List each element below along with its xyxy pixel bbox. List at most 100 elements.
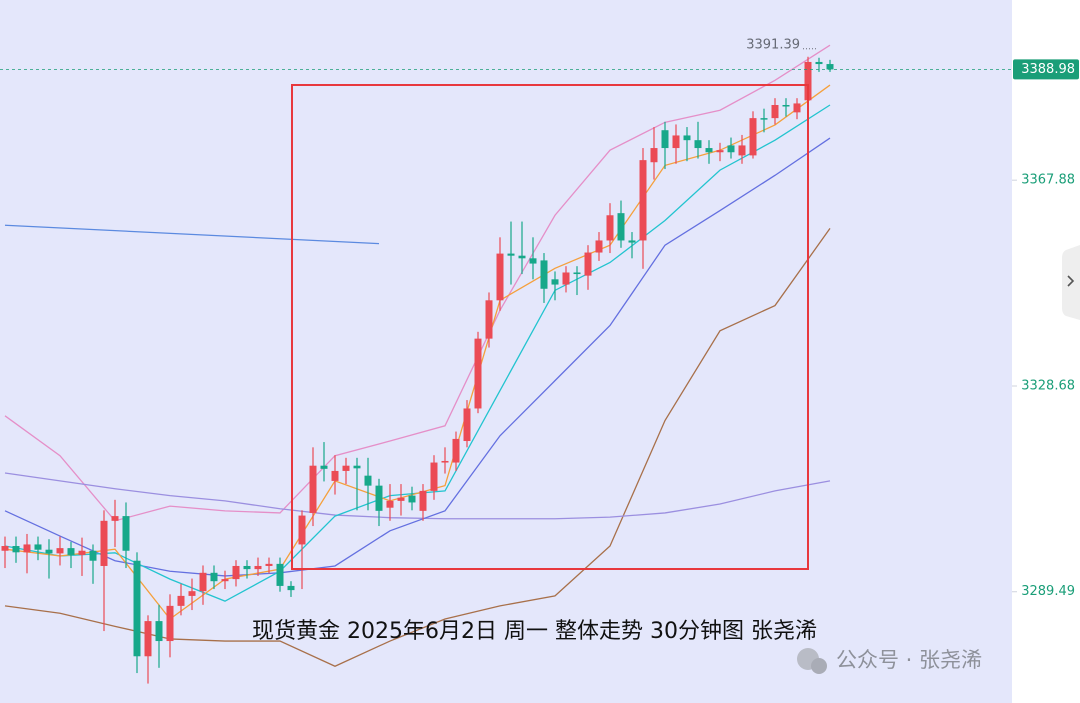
plot-background <box>0 0 1012 703</box>
candle-body <box>716 150 724 153</box>
candle-body <box>56 548 64 554</box>
candle-body <box>661 130 669 149</box>
candle-body <box>287 585 295 591</box>
candle-body <box>782 105 790 107</box>
candle-body <box>144 621 152 657</box>
candle-body <box>331 470 339 481</box>
candle-body <box>606 215 614 241</box>
candle-body <box>639 160 647 241</box>
candle-body <box>628 240 636 243</box>
candle-body <box>452 438 460 463</box>
candle-body <box>463 408 471 442</box>
candle-body <box>507 253 515 256</box>
candle-body <box>760 118 768 120</box>
candle-body <box>221 579 229 582</box>
candle-body <box>408 495 416 503</box>
last-price-box <box>1013 59 1079 80</box>
side-tab-arrow <box>1067 275 1075 287</box>
indicator-line <box>4 84 831 620</box>
candle-body <box>672 135 680 149</box>
candle-body <box>210 572 218 582</box>
candle-body <box>485 300 493 339</box>
candle-body <box>353 465 361 469</box>
caption: 现货黄金 2025年6月2日 周一 整体走势 30分钟图 张尧浠 <box>252 619 817 644</box>
candle-body <box>617 213 625 241</box>
candle-body <box>177 595 185 606</box>
candle-body <box>727 145 735 153</box>
candle-body <box>23 544 31 553</box>
candle-body <box>793 103 801 113</box>
indicator-line <box>4 228 831 667</box>
candle-body <box>309 465 317 513</box>
candle-body <box>815 61 823 65</box>
indicator-line <box>4 224 380 245</box>
candle-body <box>320 465 328 469</box>
candle-body <box>705 148 713 153</box>
candle-body <box>12 546 20 553</box>
candle-body <box>386 500 394 508</box>
candle-body <box>441 460 449 463</box>
candle-body <box>584 252 592 276</box>
candle-body <box>100 520 108 566</box>
label-layer: 3367.88 3328.68 3289.49 3388.98 3391.39 <box>0 37 1079 599</box>
candle-body <box>430 462 438 491</box>
candle-body <box>496 253 504 301</box>
candle-body <box>595 240 603 253</box>
candle-body <box>243 565 251 570</box>
candle-body <box>573 272 581 275</box>
candle-body <box>265 563 273 566</box>
candle-body <box>78 550 86 555</box>
side-tab[interactable] <box>1062 245 1080 320</box>
candle-body <box>683 135 691 141</box>
candle-layer <box>1 56 834 684</box>
candle-body <box>133 560 141 657</box>
indicator-line <box>4 472 831 520</box>
y-tick-label: 3289.49 <box>1021 584 1075 599</box>
candle-body <box>188 591 196 596</box>
y-tick-label: 3367.88 <box>1021 173 1075 188</box>
watermark-text: 公众号 · 张尧浠 <box>836 648 982 672</box>
indicator-line <box>4 44 831 522</box>
candle-body <box>804 61 812 101</box>
candle-body <box>111 516 119 521</box>
candle-body <box>694 140 702 149</box>
watermark: 公众号 · 张尧浠 <box>797 648 982 674</box>
candle-body <box>826 64 834 70</box>
overlay-layer <box>4 44 831 667</box>
candle-body <box>155 621 163 642</box>
candle-body <box>474 338 482 409</box>
candle-body <box>562 272 570 285</box>
candle-body <box>375 485 383 511</box>
candle-body <box>342 465 350 471</box>
candle-body <box>199 572 207 592</box>
candle-body <box>397 497 405 501</box>
high-price-label: 3391.39 <box>746 37 800 52</box>
candle-body <box>419 490 427 511</box>
candle-body <box>749 118 757 156</box>
highlight-box <box>291 84 809 570</box>
candle-body <box>232 565 240 580</box>
candle-body <box>122 516 130 551</box>
candle-body <box>518 255 526 259</box>
candle-body <box>276 563 284 586</box>
candle-body <box>166 605 174 642</box>
watermark-icon <box>811 658 827 674</box>
candle-body <box>67 548 75 555</box>
candle-body <box>771 105 779 119</box>
candle-body <box>34 544 42 550</box>
price-axis-panel <box>1012 0 1080 703</box>
candle-body <box>529 258 537 264</box>
candle-body <box>738 145 746 156</box>
candle-body <box>298 515 306 545</box>
candle-body <box>45 549 53 554</box>
candle-body <box>364 475 372 486</box>
candle-body <box>540 260 548 289</box>
candle-body <box>254 565 262 570</box>
y-tick-label: 3328.68 <box>1021 378 1075 393</box>
last-price-label: 3388.98 <box>1021 62 1075 77</box>
candle-body <box>89 550 97 561</box>
candle-body <box>551 279 559 285</box>
candle-body <box>1 546 9 551</box>
candle-body <box>650 148 658 163</box>
